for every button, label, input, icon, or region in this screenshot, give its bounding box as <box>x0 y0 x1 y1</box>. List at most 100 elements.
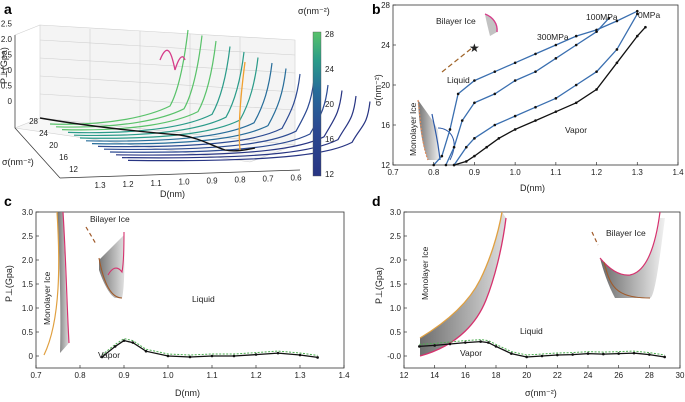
x-tick-label: 1.1 <box>206 371 218 380</box>
d-tick-label: 1.2 <box>122 180 134 189</box>
panel-d: d 12 14 16 18 20 22 24 26 28 30 -0.0 0.5 1.0 1.5 2.0 2… <box>372 193 685 398</box>
data-point <box>602 352 605 356</box>
panel-c-coexistence-line <box>85 226 97 245</box>
x-tick-label: 12 <box>400 371 409 380</box>
data-point <box>188 355 192 359</box>
pressure-tick-label: 1.0 <box>1 66 13 75</box>
panel-d-ylabel: P⊥(Gpa) <box>374 267 384 304</box>
data-point <box>663 355 666 359</box>
sigma-tick-label: 16 <box>59 153 68 162</box>
pressure-tick-label: 0.5 <box>1 82 13 91</box>
panel-a-grid <box>13 24 296 163</box>
panel-b: b 0.7 0.8 0.9 1.0 1.1 1.2 1.3 1.4 12 16 20 24 28 D(… <box>372 1 684 193</box>
panel-d-bilayer-lower-edge <box>603 261 651 299</box>
colorbar-ticks: 28 24 20 16 12 <box>325 30 334 179</box>
x-tick-label: 24 <box>584 371 593 380</box>
data-point <box>615 19 619 23</box>
panel-d-coexistence-line <box>591 231 599 246</box>
panel-b-x-ticks: 0.7 0.8 0.9 1.0 1.1 1.2 1.3 1.4 <box>387 162 684 177</box>
panel-a-curves <box>39 29 371 162</box>
y-tick-label: 28 <box>381 1 390 10</box>
panel-b-xlabel: D(nm) <box>520 183 545 193</box>
panel-c-y-ticks: 0 0.5 1.0 1.5 2.0 2.5 3.0 <box>22 208 39 361</box>
panel-b-0mpa-label: 0MPa <box>638 10 660 20</box>
sigma-curve <box>109 84 329 153</box>
data-point <box>574 34 578 38</box>
x-tick-label: 26 <box>614 371 623 380</box>
data-point <box>644 25 647 29</box>
sigma-curve <box>85 62 273 142</box>
data-point <box>464 145 468 149</box>
colorbar-tick-label: 20 <box>325 100 334 109</box>
series-line-green <box>419 339 665 356</box>
data-point <box>635 9 639 13</box>
y-tick-label: 3.0 <box>390 208 402 217</box>
data-point <box>617 352 620 355</box>
panel-b-monolayer-left-edge <box>417 99 429 161</box>
sigma-curve <box>79 57 259 139</box>
data-point <box>513 79 517 82</box>
x-tick-label: 22 <box>553 371 562 380</box>
data-point <box>554 57 558 60</box>
panel-c-x-ticks: 0.7 0.8 0.9 1.0 1.1 1.2 1.3 1.4 <box>30 365 350 380</box>
data-point <box>534 70 537 73</box>
data-point <box>473 101 476 105</box>
data-point <box>433 344 436 347</box>
panel-d-curves <box>418 339 666 359</box>
panel-a-axes <box>14 35 301 179</box>
y-tick-label: 2.5 <box>22 232 34 241</box>
data-point <box>554 110 558 113</box>
data-point <box>298 353 302 357</box>
data-point <box>113 345 117 348</box>
sigma-curve <box>91 68 287 145</box>
bilayer-boundary-curve <box>159 49 186 71</box>
panel-b-coexistence-line <box>441 47 473 73</box>
data-point <box>534 52 537 56</box>
y-tick-label: 1.5 <box>22 280 34 289</box>
data-point <box>554 43 558 47</box>
y-tick-label: 0.5 <box>22 328 34 337</box>
sigma-curve <box>55 35 203 128</box>
sigma-curve <box>67 46 231 134</box>
data-point <box>493 92 497 96</box>
data-point <box>418 345 421 348</box>
panel-b-curves <box>432 9 647 167</box>
panel-c-xlabel: D(nm) <box>175 388 200 398</box>
data-point <box>607 17 611 20</box>
colorbar <box>312 31 322 177</box>
data-point <box>497 137 501 140</box>
x-tick-label: 1.2 <box>250 371 262 380</box>
d-tick-label: 1.0 <box>178 178 190 187</box>
data-point <box>100 355 104 359</box>
x-tick-label: 0.9 <box>118 371 130 380</box>
data-point <box>525 355 528 359</box>
panel-c-ylabel: P⊥(Gpa) <box>4 265 14 302</box>
data-point <box>635 12 639 16</box>
panel-letter-d: d <box>372 193 381 209</box>
y-tick-label: 1.0 <box>22 304 34 313</box>
sigma-curve <box>121 95 357 159</box>
y-tick-label: 24 <box>381 41 390 50</box>
data-point <box>632 351 636 355</box>
data-point <box>534 105 537 109</box>
pressure-tick-label: 2.5 <box>1 20 13 29</box>
x-tick-label: 1.0 <box>162 371 174 380</box>
data-point <box>615 61 619 65</box>
data-point <box>574 43 578 47</box>
sigma-curve <box>127 101 371 162</box>
data-point <box>586 352 590 355</box>
panel-b-monolayer-blue <box>437 127 455 161</box>
colorbar-tick-label: 24 <box>325 65 334 74</box>
panel-a-ylabel: P⊥(Gpa) <box>0 47 9 84</box>
data-point <box>473 154 476 158</box>
data-point <box>493 70 497 73</box>
panel-a-zlabel: σ(nm⁻²) <box>2 157 34 167</box>
panel-d-liquid-label: Liquid <box>520 326 543 336</box>
panel-d-monolayer-label: Monolayer Ice <box>420 246 430 300</box>
x-tick-label: 18 <box>492 371 501 380</box>
panel-c-monolayer-right-edge <box>62 211 70 344</box>
data-point <box>452 145 456 149</box>
data-point <box>479 340 482 343</box>
